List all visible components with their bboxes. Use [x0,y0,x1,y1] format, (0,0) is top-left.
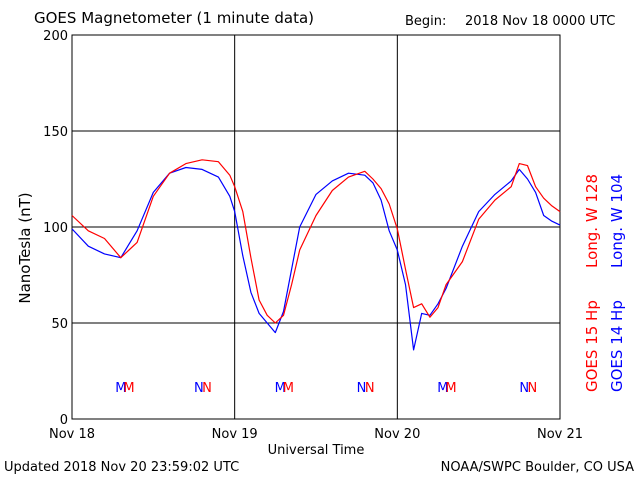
legend-goes15-longitude: Long. W 128 [583,174,601,268]
x-tick-label: Nov 19 [212,427,258,442]
y-tick-label: 0 [60,413,68,428]
legend-goes14-name: GOES 14 Hp [608,300,626,392]
x-tick-label: Nov 21 [537,427,583,442]
chart-title: GOES Magnetometer (1 minute data) [34,9,315,27]
maintenance-mark: M [283,381,294,396]
maintenance-mark: N [527,381,537,396]
begin-label: Begin: [405,14,447,29]
y-axis-label: NanoTesla (nT) [16,192,34,303]
maintenance-mark: N [194,381,204,396]
maintenance-mark: M [275,381,286,396]
maintenance-mark: M [123,381,134,396]
y-tick-label: 200 [43,29,68,44]
maintenance-mark: N [202,381,212,396]
x-tick-label: Nov 18 [49,427,95,442]
x-axis-label: Universal Time [268,443,365,458]
maintenance-mark: N [519,381,529,396]
maintenance-mark: M [445,381,456,396]
footer-source: NOAA/SWPC Boulder, CO USA [440,460,634,475]
goes14-line [71,166,561,351]
y-tick-label: 150 [43,125,68,140]
maintenance-mark: M [437,381,448,396]
legend-goes14-longitude: Long. W 104 [608,174,626,268]
legend-goes15-name: GOES 15 Hp [583,300,601,392]
maintenance-mark: N [365,381,375,396]
footer-updated: Updated 2018 Nov 20 23:59:02 UTC [4,460,240,475]
goes15-line [71,159,561,324]
begin-value: 2018 Nov 18 0000 UTC [465,14,616,29]
maintenance-mark: M [115,381,126,396]
y-tick-label: 100 [43,221,68,236]
y-tick-label: 50 [51,317,68,332]
x-tick-label: Nov 20 [374,427,420,442]
maintenance-mark: N [357,381,367,396]
